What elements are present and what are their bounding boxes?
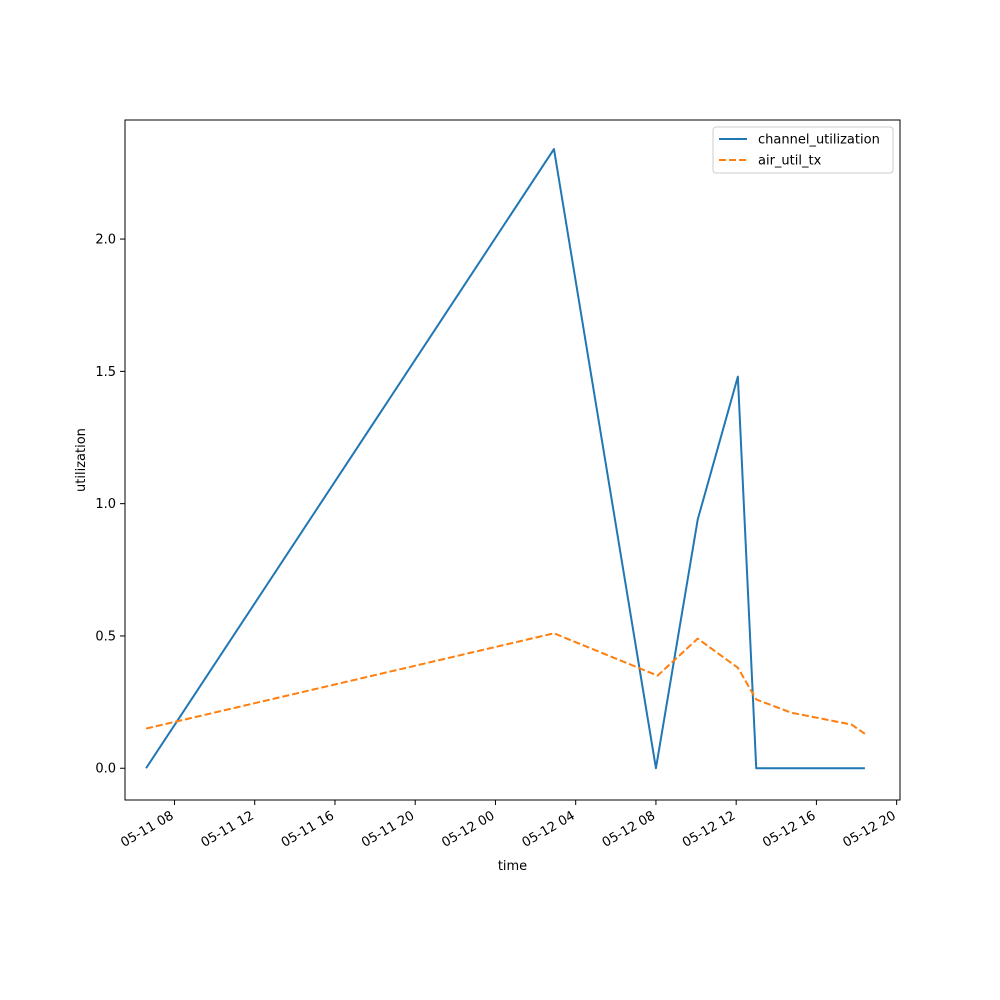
x-tick-label: 05-12 00 <box>439 808 497 850</box>
x-tick-label: 05-11 08 <box>118 808 176 850</box>
plot-lines <box>145 148 866 770</box>
x-axis-label: time <box>498 859 527 874</box>
y-tick-label: 0.5 <box>95 629 116 644</box>
x-tick-label: 05-12 12 <box>680 808 738 850</box>
x-axis: 05-11 08 05-11 12 05-11 16 05-11 20 05-12 00… <box>118 800 899 851</box>
x-tick-label: 05-12 20 <box>841 808 899 850</box>
y-tick-label: 0.0 <box>95 762 116 777</box>
series-line-channel-utilization <box>145 148 865 770</box>
series-line-air-util-tx <box>145 632 866 735</box>
x-tick-label: 05-11 16 <box>279 808 337 850</box>
x-tick-label: 05-12 08 <box>600 808 658 850</box>
x-tick-label: 05-12 16 <box>760 808 818 850</box>
y-axis-label: utilization <box>74 428 89 492</box>
plot-frame <box>124 119 901 801</box>
y-tick-label: 2.0 <box>95 233 116 248</box>
legend-box <box>712 126 894 174</box>
y-tick-label: 1.5 <box>95 365 116 380</box>
x-tick-label: 05-12 04 <box>520 808 578 850</box>
legend: channel_utilization air_util_tx <box>712 126 894 174</box>
legend-entry-label: air_util_tx <box>758 154 822 169</box>
x-tick-label: 05-11 12 <box>199 808 257 850</box>
y-tick-label: 1.0 <box>95 497 116 512</box>
legend-entry-label: channel_utilization <box>758 133 880 148</box>
x-tick-label: 05-11 20 <box>359 808 417 850</box>
y-axis: 0.0 0.5 1.0 1.5 2.0 <box>95 233 125 777</box>
